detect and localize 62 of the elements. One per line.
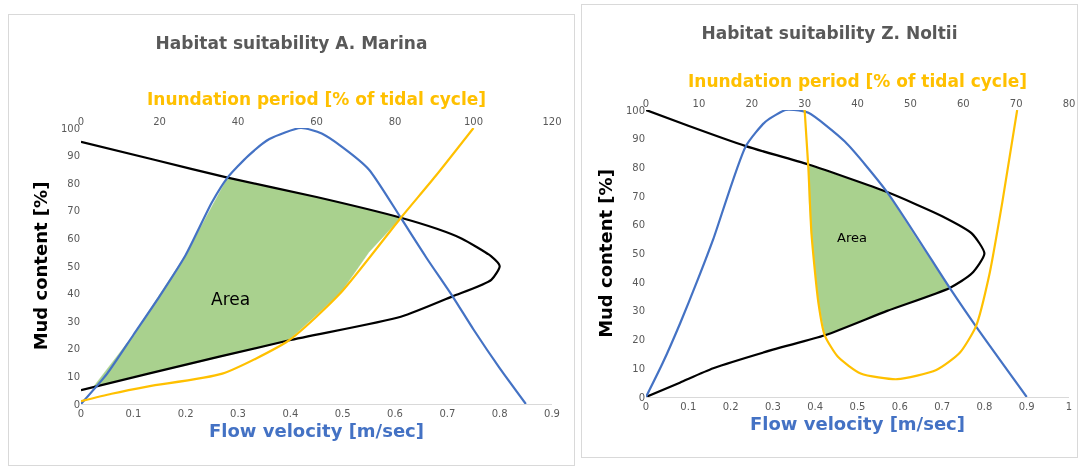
y-tick-label: 10 (632, 362, 645, 374)
y-tick-label: 90 (67, 150, 80, 162)
x-tick-label: 0.8 (491, 408, 508, 419)
x-tick-label: 0.1 (125, 408, 142, 419)
y-tick-label: 0 (638, 391, 645, 403)
y-tick-label: 70 (632, 190, 645, 202)
x2-tick-label: 80 (1062, 98, 1076, 109)
y-tick-label: 30 (632, 305, 645, 317)
x2-tick-label: 40 (231, 116, 245, 127)
y-tick-label: 60 (67, 232, 80, 244)
y-tick-label: 10 (67, 370, 80, 382)
x-tick-label: 0.7 (934, 401, 951, 412)
x2-tick-label: 100 (463, 116, 484, 127)
x2-tick-label: 50 (904, 98, 917, 109)
x-tick-label: 0.5 (334, 408, 351, 419)
x-tick-label: 0.4 (807, 401, 824, 412)
x-tick-label: 0.9 (544, 408, 560, 419)
x-tick-label: 0.8 (976, 401, 993, 412)
y-tick-label: 40 (67, 288, 80, 300)
x-tick-label: 0.9 (1018, 401, 1035, 412)
chart-title: Habitat suitability Z. Noltii (701, 22, 958, 43)
y-tick-label: 60 (632, 219, 645, 231)
x-tick-label: 0.5 (849, 401, 866, 412)
x-tick-label: 0.7 (439, 408, 456, 419)
x2-tick-label: 10 (692, 98, 706, 109)
y-tick-label: 20 (67, 343, 80, 355)
y-tick-label: 40 (632, 276, 645, 288)
x2-tick-label: 60 (310, 116, 323, 127)
y-tick-label: 90 (632, 133, 645, 145)
x-axis-title: Flow velocity [m/sec] (749, 413, 966, 435)
x2-tick-label: 80 (388, 116, 402, 127)
x2-axis-title: Inundation period [% of tidal cycle] (146, 88, 487, 109)
x-axis-title: Flow velocity [m/sec] (208, 420, 425, 442)
x-tick-label: 0.3 (764, 401, 781, 412)
y-tick-label: 80 (632, 161, 645, 173)
x-tick-label: 0.2 (722, 401, 739, 412)
x2-tick-label: 20 (745, 98, 759, 109)
x-tick-label: 1 (1065, 401, 1073, 412)
y-tick-label: 30 (67, 315, 80, 327)
x2-tick-label: 40 (851, 98, 864, 109)
x2-tick-label: 60 (956, 98, 970, 109)
x2-tick-label: 20 (153, 116, 166, 127)
y-tick-label: 50 (632, 248, 645, 259)
x-tick-label: 0.3 (230, 408, 246, 419)
y-tick-label: 80 (67, 177, 80, 189)
x-tick-label: 0.1 (680, 401, 697, 412)
y-tick-label: 50 (67, 260, 80, 272)
annotation: Area (837, 230, 867, 245)
chart-title: Habitat suitability A. Marina (155, 32, 428, 53)
x2-axis-title: Inundation period [% of tidal cycle] (687, 70, 1028, 91)
x-tick-label: 0.6 (387, 408, 403, 419)
y-axis-title: Mud content [%] (30, 181, 52, 351)
x2-tick-label: 30 (798, 98, 811, 109)
x-tick-label: 0.2 (177, 408, 194, 419)
x-tick-label: 0.6 (891, 401, 908, 412)
x2-tick-label: 120 (542, 116, 562, 127)
x-tick-label: 0.4 (282, 408, 299, 419)
y-axis-title: Mud content [%] (595, 169, 617, 338)
x2-tick-label: 70 (1009, 98, 1023, 109)
y-tick-label: 70 (67, 205, 80, 217)
annotation: Area (211, 289, 251, 309)
y-tick-label: 20 (632, 334, 645, 346)
